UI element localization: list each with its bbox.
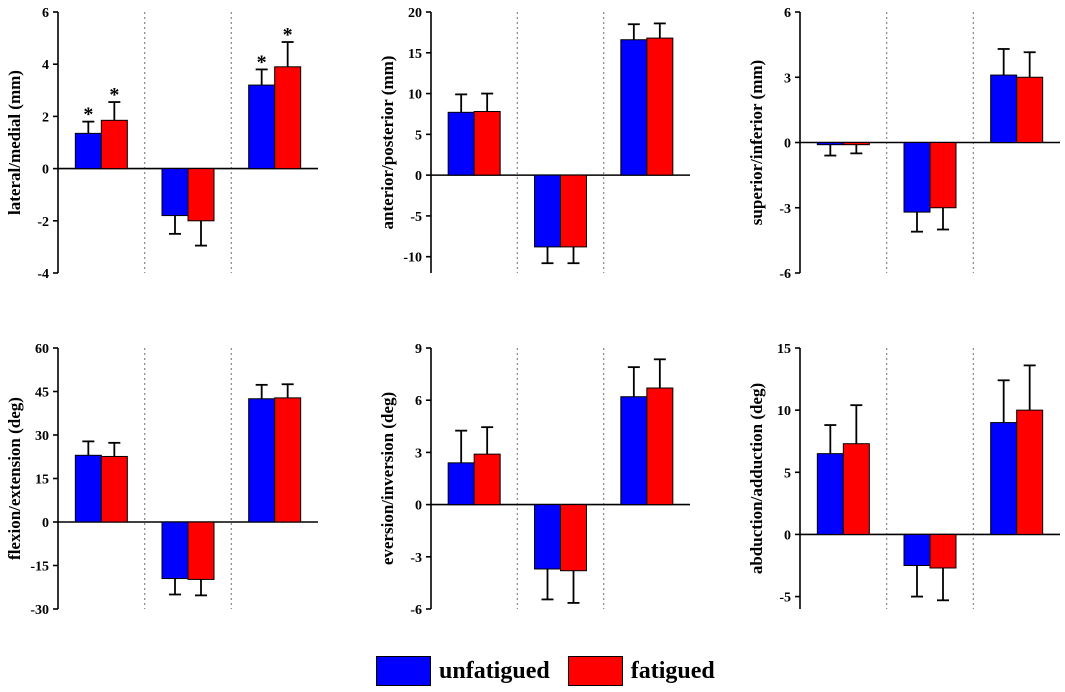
chart-panel: -6 -3 0 3 6 superior/inferior (mm)	[747, 6, 1060, 282]
y-tick-label: 10	[408, 88, 422, 103]
bar-fatigued	[842, 142, 870, 146]
bar-fatigued	[274, 397, 302, 523]
significance-marker: *	[83, 104, 93, 126]
bar-fatigued	[929, 533, 957, 569]
y-tick-label: 10	[777, 404, 791, 419]
y-axis-label: anterior/posterior (mm)	[378, 56, 397, 230]
bar-unfatigued	[816, 142, 844, 146]
bar-unfatigued	[248, 398, 276, 523]
bar-unfatigued	[534, 504, 561, 570]
y-tick-label: -6	[410, 603, 422, 618]
y-tick-label: -4	[37, 267, 49, 282]
bar-fatigued	[646, 387, 674, 506]
y-tick-label: 30	[35, 429, 49, 444]
significance-marker: *	[257, 51, 267, 73]
bar-fatigued	[560, 504, 587, 572]
bar-unfatigued	[74, 454, 102, 523]
y-tick-label: 3	[415, 446, 422, 461]
legend-item-unfatigued: unfatigued	[376, 656, 550, 686]
bar-unfatigued	[620, 39, 648, 176]
bar-fatigued	[100, 455, 128, 523]
y-axis-label: eversion/inversion (deg)	[378, 392, 397, 565]
y-tick-label: 2	[42, 110, 49, 125]
bar-unfatigued	[990, 422, 1018, 535]
bar-fatigued	[187, 521, 215, 580]
chart-panel: -5 0 5 10 15 abduction/adduction (deg)	[747, 342, 1060, 609]
bar-unfatigued	[620, 396, 648, 506]
chart-panel: -10 -5 0 5 10 15 20 anterior/posterior (mm)	[378, 6, 690, 273]
y-tick-label: 0	[415, 169, 422, 184]
y-axis-label: lateral/medial (mm)	[5, 70, 24, 215]
bar-unfatigued	[903, 533, 931, 567]
bar-unfatigued	[74, 132, 102, 170]
y-tick-label: -3	[779, 202, 791, 217]
chart-panel: -30 -15 0 15 30 45 60 flexion/extension (deg)	[5, 342, 318, 618]
legend-swatch-fatigued	[567, 656, 623, 686]
y-tick-label: -5	[410, 210, 422, 225]
y-tick-label: -10	[403, 251, 422, 266]
y-tick-label: 3	[784, 71, 791, 86]
bar-fatigued	[187, 168, 215, 222]
bar-unfatigued	[248, 84, 276, 170]
y-tick-label: 4	[42, 58, 49, 73]
y-tick-label: 45	[35, 386, 49, 401]
y-tick-label: 6	[415, 394, 422, 409]
y-tick-label: 5	[415, 128, 422, 143]
bar-fatigued	[473, 111, 501, 176]
y-tick-label: -3	[410, 551, 422, 566]
y-tick-label: -30	[30, 603, 49, 618]
y-tick-label: 60	[35, 342, 49, 357]
y-tick-label: -2	[37, 215, 49, 230]
significance-marker: *	[283, 24, 293, 46]
bar-fatigued	[100, 119, 128, 170]
y-tick-label: 0	[42, 163, 49, 178]
y-tick-label: 6	[42, 6, 49, 21]
legend: unfatigued fatigued	[376, 655, 733, 687]
bar-unfatigued	[161, 168, 189, 217]
chart-panel: -4 -2 0 2 4 6 lateral/medial (mm) * * * *	[5, 6, 318, 282]
legend-label-unfatigued: unfatigued	[439, 657, 550, 684]
y-tick-label: 15	[408, 47, 422, 62]
y-tick-label: 0	[784, 528, 791, 543]
significance-marker: *	[109, 84, 119, 106]
bar-unfatigued	[447, 111, 475, 176]
bar-unfatigued	[534, 174, 561, 248]
chart-panel: -6 -3 0 3 6 9 eversion/inversion (deg)	[378, 342, 690, 618]
bar-unfatigued	[161, 521, 189, 580]
y-tick-label: 0	[42, 516, 49, 531]
y-tick-label: 15	[777, 342, 791, 357]
y-tick-label: 5	[784, 466, 791, 481]
bar-fatigued	[646, 37, 674, 176]
y-axis-label: abduction/adduction (deg)	[747, 383, 766, 574]
bar-unfatigued	[990, 74, 1018, 143]
bar-unfatigued	[447, 462, 475, 506]
y-tick-label: 15	[35, 473, 49, 488]
y-tick-label: -15	[30, 560, 49, 575]
legend-item-fatigued: fatigued	[567, 656, 715, 686]
bar-fatigued	[929, 142, 957, 209]
bar-fatigued	[1016, 76, 1044, 143]
legend-label-fatigued: fatigued	[630, 657, 715, 684]
y-tick-label: -5	[779, 591, 791, 606]
bar-unfatigued	[816, 453, 844, 535]
y-tick-label: 9	[415, 342, 422, 357]
y-axis-label: superior/inferior (mm)	[747, 60, 766, 225]
legend-swatch-unfatigued	[376, 656, 431, 686]
bar-fatigued	[473, 453, 501, 506]
bar-fatigued	[842, 443, 870, 535]
y-axis-label: flexion/extension (deg)	[5, 397, 24, 560]
bar-fatigued	[274, 66, 302, 170]
y-tick-label: 6	[784, 6, 791, 21]
y-tick-label: -6	[779, 267, 791, 282]
bar-unfatigued	[903, 142, 931, 213]
y-tick-label: 0	[784, 137, 791, 152]
bar-fatigued	[560, 174, 587, 248]
y-tick-label: 0	[415, 499, 422, 514]
bar-fatigued	[1016, 409, 1044, 535]
y-tick-label: 20	[408, 6, 422, 21]
